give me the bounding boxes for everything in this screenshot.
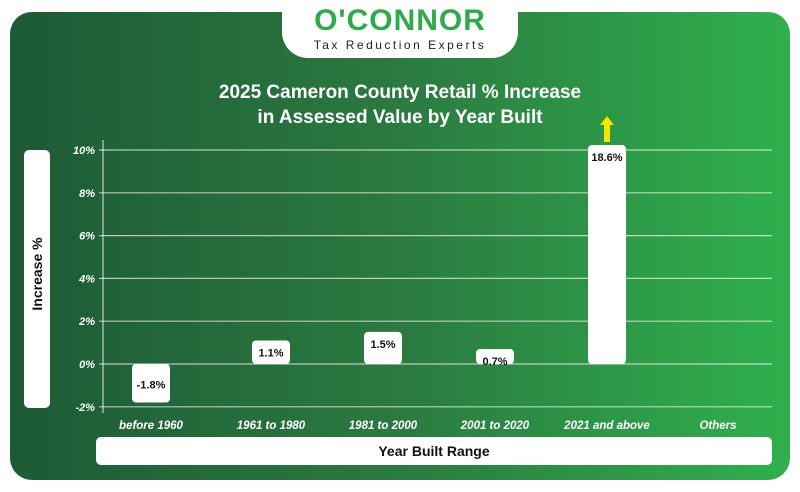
x-tick-label: 1981 to 2000	[349, 420, 418, 432]
x-tick-label: 2001 to 2020	[460, 420, 530, 432]
logo-name: O'CONNOR	[314, 4, 486, 37]
overflow-arrow-icon	[600, 116, 614, 142]
x-tick-label: 1961 to 1980	[237, 420, 306, 432]
y-tick-label: 6%	[79, 231, 95, 243]
bar	[132, 364, 170, 403]
data-label: 0.7%	[482, 356, 507, 368]
y-tick-label: 4%	[78, 273, 95, 285]
chart-title: 2025 Cameron County Retail % Increase in…	[0, 80, 800, 130]
logo: O'CONNOR Tax Reduction Experts	[282, 0, 518, 58]
data-label: -1.8%	[137, 380, 166, 392]
data-label: 1.1%	[258, 347, 283, 359]
title-line-2: in Assessed Value by Year Built	[257, 107, 543, 128]
y-axis-label-box: Increase %	[24, 150, 50, 408]
y-tick-label: 2%	[78, 316, 95, 328]
title-line-1: 2025 Cameron County Retail % Increase	[218, 82, 582, 103]
bar	[252, 340, 290, 364]
x-tick-label: Others	[699, 420, 736, 432]
data-label: 1.5%	[370, 339, 395, 351]
y-tick-label: 8%	[79, 188, 95, 200]
y-tick-label: -2%	[75, 402, 95, 414]
x-axis-label: Year Built Range	[96, 437, 772, 465]
bar	[588, 145, 626, 364]
data-label: 18.6%	[591, 152, 622, 164]
logo-tagline: Tax Reduction Experts	[313, 38, 487, 52]
y-tick-label: 10%	[73, 145, 95, 157]
y-tick-label: 0%	[79, 359, 95, 371]
bar	[364, 331, 402, 364]
x-tick-label: 2021 and above	[563, 420, 650, 432]
x-tick-label: before 1960	[119, 420, 184, 432]
bar	[476, 349, 514, 364]
